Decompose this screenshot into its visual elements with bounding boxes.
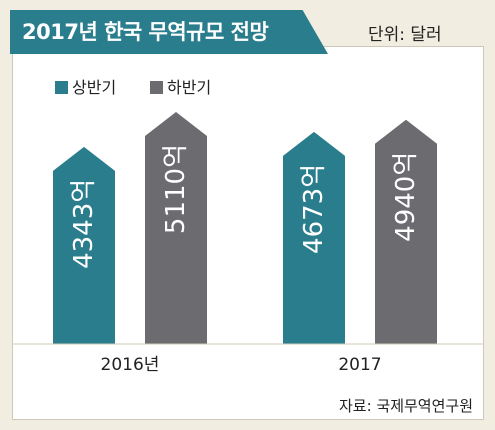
bar-first-half-1 — [283, 131, 345, 344]
bar-value-label-0-0: 4343억 — [69, 179, 99, 269]
bar-value-label-1-1: 4940억 — [391, 152, 421, 242]
legend-swatch-second-half — [150, 81, 163, 94]
legend-item-second-half: 하반기 — [150, 74, 211, 98]
chart-title: 2017년 한국 무역규모 전망 — [10, 10, 328, 54]
unit-label: 단위: 달러 — [368, 25, 442, 45]
legend-swatch-first-half — [55, 81, 68, 94]
bar-second-half-1 — [375, 119, 437, 344]
category-label-1: 2017 — [338, 355, 381, 375]
bar-value-label-0-1: 4673억 — [299, 164, 329, 254]
category-label-0: 2016년 — [101, 355, 160, 375]
source-note: 자료: 국제무역연구원 — [338, 397, 473, 415]
legend-label-second-half: 하반기 — [167, 78, 212, 97]
bar-value-label-1-0: 5110억 — [161, 144, 191, 234]
legend-item-first-half: 상반기 — [55, 74, 116, 98]
bar-first-half-0 — [53, 146, 115, 344]
bar-second-half-0 — [145, 112, 207, 344]
legend-label-first-half: 상반기 — [72, 78, 117, 97]
